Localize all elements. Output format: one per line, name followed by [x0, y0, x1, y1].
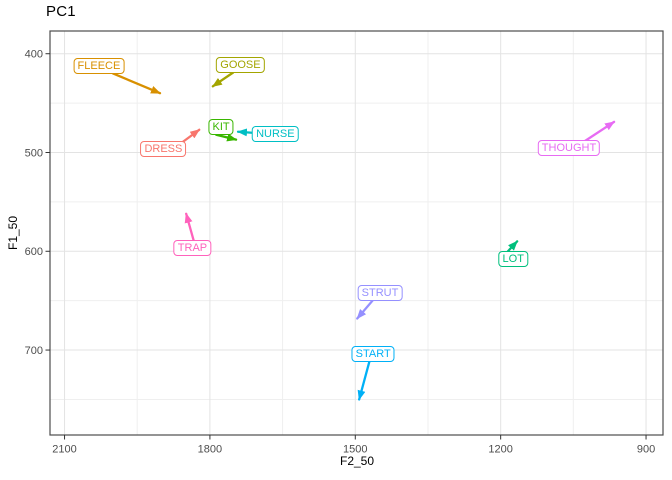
arrow-start	[357, 358, 371, 401]
arrow-lot	[506, 240, 519, 253]
vowel-label-trap: TRAP	[173, 240, 212, 257]
y-tick-label-400: 400	[25, 49, 43, 61]
vowel-label-kit: KIT	[208, 118, 234, 135]
x-tick-label-1800: 1800	[198, 444, 222, 456]
y-tick-label-700: 700	[25, 345, 43, 357]
arrow-trap	[184, 212, 196, 243]
x-tick-label-1200: 1200	[488, 444, 512, 456]
arrow-strut	[356, 297, 376, 320]
arrow-nurse	[236, 128, 254, 137]
vowel-label-fleece: FLEECE	[73, 57, 125, 74]
x-axis-title: F2_50	[339, 454, 375, 468]
x-tick-label-900: 900	[637, 444, 655, 456]
arrow-goose	[211, 71, 235, 88]
arrow-thought	[582, 120, 616, 143]
vowel-label-start: START	[351, 346, 395, 362]
plot-title: PC1	[46, 3, 76, 20]
vowel-label-strut: STRUT	[357, 284, 403, 301]
y-axis-title: F1_50	[6, 215, 20, 251]
x-tick-label-1500: 1500	[343, 444, 367, 456]
vowel-label-goose: GOOSE	[216, 56, 265, 73]
vowel-label-thought: THOUGHT	[537, 139, 601, 156]
arrow-dress	[180, 128, 201, 144]
y-tick-label-600: 600	[25, 246, 43, 258]
arrow-fleece	[111, 72, 162, 95]
y-tick-label-500: 500	[25, 147, 43, 159]
panel-border	[49, 30, 664, 436]
vowel-label-nurse: NURSE	[252, 125, 299, 142]
x-tick-label-2100: 2100	[52, 444, 76, 456]
arrow-kit	[215, 133, 238, 142]
vowel-label-lot: LOT	[498, 251, 528, 268]
vowel-label-dress: DRESS	[140, 140, 187, 157]
